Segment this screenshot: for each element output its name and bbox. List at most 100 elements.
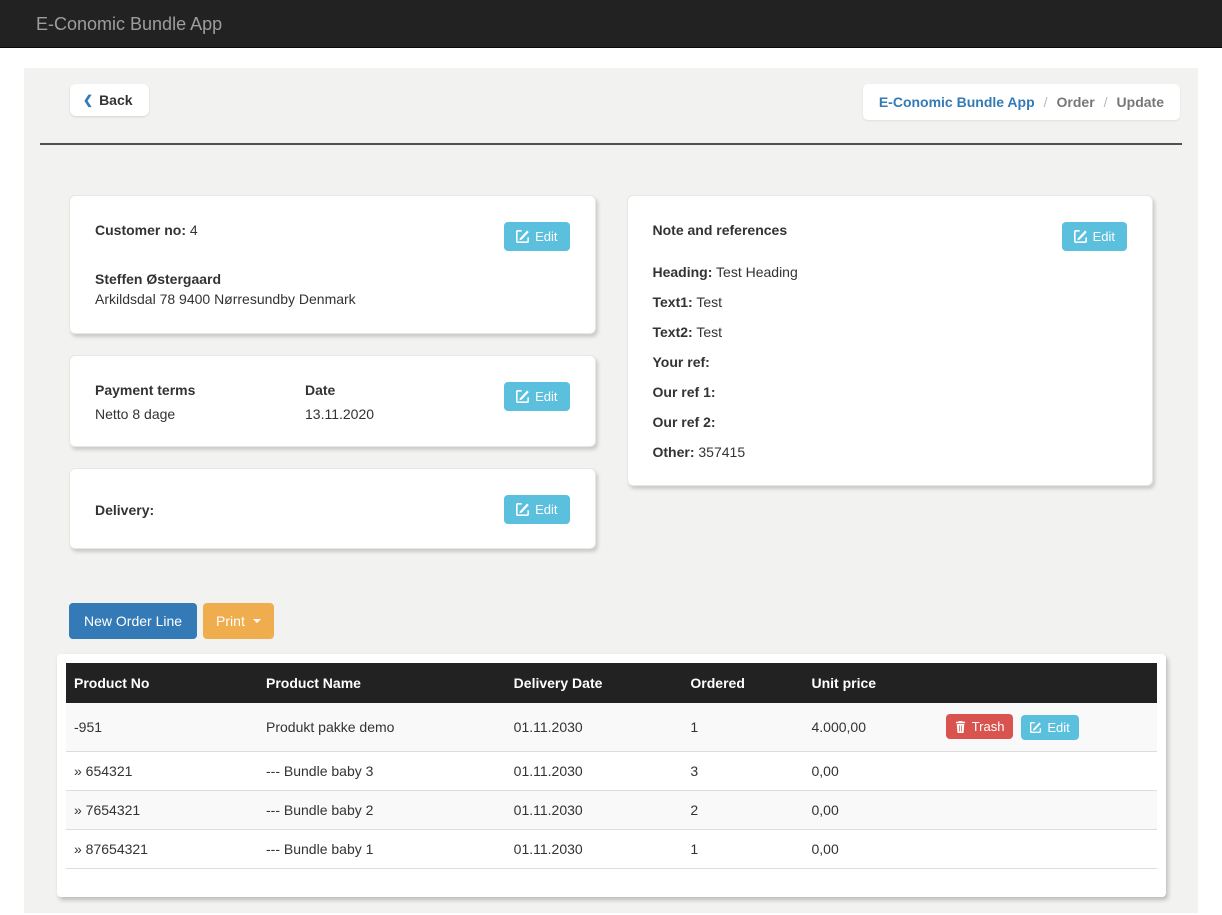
- note-field-text2: Text2: Test: [653, 324, 1128, 341]
- delivery-label: Delivery:: [95, 501, 155, 518]
- new-order-line-button[interactable]: New Order Line: [69, 603, 198, 639]
- header-ordered: Ordered: [682, 663, 804, 703]
- cell-ordered: 1: [682, 829, 804, 869]
- cell-product-no: » 87654321: [66, 829, 259, 869]
- field-label: Our ref 1:: [652, 384, 716, 400]
- table-row: » 7654321 --- Bundle baby 2 01.11.2030 2…: [66, 790, 1157, 830]
- topbar: ❮ Back E-Conomic Bundle App / Order / Up…: [24, 68, 1198, 120]
- field-label: Text1:: [652, 294, 693, 310]
- customer-no-value: 4: [189, 222, 198, 238]
- page-panel: ❮ Back E-Conomic Bundle App / Order / Up…: [24, 68, 1198, 913]
- delivery-card: Delivery: Edit: [69, 468, 596, 549]
- breadcrumb-separator: /: [1043, 94, 1048, 110]
- notes-title: Note and references: [652, 222, 788, 238]
- edit-icon: [516, 503, 530, 516]
- trash-row-button[interactable]: Trash: [945, 714, 1014, 739]
- cell-product-name: --- Bundle baby 1: [258, 829, 506, 869]
- field-label: Text2:: [652, 324, 693, 340]
- edit-row-button[interactable]: Edit: [1021, 714, 1079, 740]
- header-unit-price: Unit price: [803, 663, 938, 703]
- cell-delivery-date: 01.11.2030: [505, 829, 683, 869]
- cell-ordered: 3: [682, 751, 804, 791]
- order-lines-panel: Product No Product Name Delivery Date Or…: [57, 654, 1166, 897]
- app-title: E-Conomic Bundle App: [36, 13, 223, 34]
- field-label: Our ref 2:: [652, 414, 716, 430]
- field-value: Test: [696, 294, 723, 310]
- cell-actions: [937, 790, 1157, 830]
- top-navbar: E-Conomic Bundle App: [0, 0, 1222, 48]
- field-label: Your ref:: [652, 354, 710, 370]
- table-row: -951 Produkt pakke demo 01.11.2030 1 4.0…: [66, 703, 1157, 752]
- cell-unit-price: 0,00: [803, 790, 938, 830]
- header-delivery-date: Delivery Date: [505, 663, 683, 703]
- cell-product-no: -951: [66, 703, 259, 752]
- field-label: Heading:: [652, 264, 713, 280]
- header-actions: [937, 663, 1157, 703]
- cell-actions: [937, 829, 1157, 869]
- cell-unit-price: 0,00: [803, 751, 938, 791]
- edit-icon: [516, 230, 530, 243]
- cell-unit-price: 4.000,00: [803, 703, 938, 752]
- edit-icon: [516, 390, 530, 403]
- customer-edit-button[interactable]: Edit: [504, 222, 570, 251]
- field-value: 357415: [698, 444, 746, 460]
- payment-terms-label: Payment terms: [95, 382, 196, 398]
- left-column: Customer no: 4 Edit Steffen Østergaard A…: [69, 195, 596, 570]
- table-row: » 87654321 --- Bundle baby 1 01.11.2030 …: [66, 829, 1157, 869]
- back-button-label: Back: [99, 92, 133, 108]
- main-content: Customer no: 4 Edit Steffen Østergaard A…: [24, 145, 1198, 639]
- cell-product-name: --- Bundle baby 2: [258, 790, 506, 830]
- print-dropdown-button[interactable]: Print: [203, 603, 274, 639]
- edit-icon: [1030, 721, 1042, 733]
- date-label: Date: [305, 382, 336, 398]
- note-field-your-ref: Your ref:: [653, 354, 1128, 371]
- trash-button-label: Trash: [971, 719, 1005, 734]
- breadcrumb-separator: /: [1103, 94, 1108, 110]
- breadcrumb: E-Conomic Bundle App / Order / Update: [862, 84, 1180, 120]
- cell-actions: [937, 751, 1157, 791]
- order-lines-table: Product No Product Name Delivery Date Or…: [66, 663, 1157, 869]
- delivery-edit-button[interactable]: Edit: [504, 495, 570, 524]
- cell-ordered: 1: [682, 703, 804, 752]
- cell-unit-price: 0,00: [803, 829, 938, 869]
- customer-name: Steffen Østergaard: [95, 271, 222, 287]
- edit-button-label: Edit: [1092, 229, 1115, 244]
- field-value: Test Heading: [716, 264, 798, 280]
- customer-address: Arkildsdal 78 9400 Nørresundby Denmark: [95, 291, 356, 307]
- breadcrumb-page: Update: [1116, 94, 1164, 110]
- payment-terms-value: Netto 8 dage: [95, 406, 176, 422]
- edit-button-label: Edit: [535, 502, 558, 517]
- print-button-label: Print: [216, 613, 245, 629]
- customer-no-label: Customer no:: [95, 222, 186, 238]
- header-product-no: Product No: [66, 663, 259, 703]
- breadcrumb-section: Order: [1056, 94, 1095, 110]
- back-button[interactable]: ❮ Back: [70, 84, 149, 116]
- table-header-row: Product No Product Name Delivery Date Or…: [66, 663, 1157, 703]
- cell-delivery-date: 01.11.2030: [505, 703, 683, 752]
- table-row: » 654321 --- Bundle baby 3 01.11.2030 3 …: [66, 751, 1157, 791]
- cell-delivery-date: 01.11.2030: [505, 790, 683, 830]
- note-field-our-ref-2: Our ref 2:: [653, 414, 1128, 431]
- note-field-our-ref-1: Our ref 1:: [653, 384, 1128, 401]
- cell-product-no: » 654321: [66, 751, 259, 791]
- field-label: Other:: [652, 444, 695, 460]
- cell-product-name: --- Bundle baby 3: [258, 751, 506, 791]
- cell-product-name: Produkt pakke demo: [258, 703, 506, 752]
- edit-button-label: Edit: [1047, 719, 1070, 735]
- breadcrumb-app-link[interactable]: E-Conomic Bundle App: [878, 94, 1035, 110]
- order-actions: New Order Line Print: [69, 603, 1153, 639]
- field-value: Test: [696, 324, 723, 340]
- chevron-left-icon: ❮: [83, 93, 94, 107]
- note-field-other: Other: 357415: [653, 444, 1128, 461]
- notes-edit-button[interactable]: Edit: [1061, 222, 1127, 251]
- payment-terms-block: Payment terms Netto 8 dage: [95, 382, 305, 422]
- customer-no-line: Customer no: 4: [95, 222, 198, 238]
- payment-edit-button[interactable]: Edit: [504, 382, 570, 411]
- payment-terms-card: Payment terms Netto 8 dage Date 13.11.20…: [69, 355, 596, 447]
- date-value: 13.11.2020: [305, 406, 375, 422]
- edit-icon: [1073, 230, 1087, 243]
- caret-down-icon: [252, 619, 261, 623]
- cell-product-no: » 7654321: [66, 790, 259, 830]
- note-field-heading: Heading: Test Heading: [653, 264, 1128, 281]
- right-column: Note and references Edit Heading: Test H…: [626, 195, 1153, 507]
